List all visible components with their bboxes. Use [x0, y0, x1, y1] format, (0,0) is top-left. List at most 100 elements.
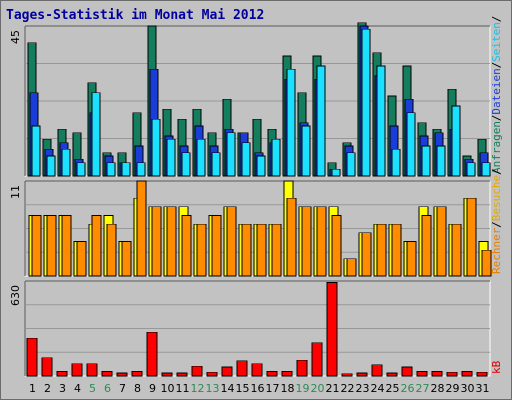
bar-kb-day-31	[476, 371, 488, 377]
bar-seiten-day-9	[151, 119, 161, 177]
bar-kb-day-19	[296, 359, 308, 377]
x-tick-label-day-5: 5	[89, 382, 96, 395]
bar-kb-day-17	[266, 371, 278, 377]
bar-kb-day-6	[101, 371, 113, 377]
x-tick-label-day-1: 1	[29, 382, 36, 395]
bar-rechner-day-1	[31, 215, 42, 277]
bar-kb-day-20	[311, 342, 323, 377]
bar-kb-day-29	[446, 371, 458, 377]
bar-seiten-day-31	[481, 162, 491, 177]
bar-rechner-day-19	[301, 206, 312, 277]
x-tick-label-day-28: 28	[431, 382, 445, 395]
x-tick-label-day-31: 31	[476, 382, 490, 395]
x-tick-label-day-25: 25	[386, 382, 400, 395]
bar-kb-day-8	[131, 371, 143, 377]
legend-label-kb: kB	[490, 360, 503, 374]
bar-seiten-day-19	[301, 125, 311, 177]
x-tick-label-day-15: 15	[236, 382, 250, 395]
bar-rechner-day-21	[331, 215, 342, 277]
legend-separator: /	[490, 221, 503, 228]
legend-separator: /	[490, 16, 503, 23]
bar-rechner-day-25	[391, 223, 402, 277]
bar-seiten-day-1	[31, 125, 41, 177]
bar-seiten-day-18	[286, 69, 296, 177]
bar-seiten-day-21	[331, 169, 341, 177]
bar-rechner-day-15	[241, 223, 252, 277]
bar-kb-day-7	[116, 372, 128, 377]
chart-title: Tages-Statistik im Monat Mai 2012	[6, 8, 264, 23]
bar-rechner-day-12	[196, 223, 207, 277]
bar-seiten-day-6	[106, 162, 116, 177]
bar-seiten-day-15	[241, 142, 251, 177]
bar-rechner-day-2	[46, 215, 57, 277]
x-tick-label-day-27: 27	[416, 382, 430, 395]
bar-seiten-day-17	[271, 139, 281, 177]
x-tick-label-day-26: 26	[401, 382, 415, 395]
bar-kb-day-14	[221, 366, 233, 377]
legend-label-seiten: Seiten	[490, 22, 503, 62]
bar-rechner-day-26	[406, 241, 417, 277]
bar-seiten-day-27	[421, 145, 431, 177]
bar-seiten-day-30	[466, 162, 476, 177]
bar-seiten-day-4	[76, 162, 86, 177]
bar-rechner-day-31	[481, 249, 492, 277]
x-tick-label-day-17: 17	[266, 382, 280, 395]
legend-label-dateien: Dateien	[490, 68, 503, 114]
bar-seiten-day-24	[376, 65, 386, 177]
bar-kb-day-5	[86, 363, 98, 377]
bar-rechner-day-10	[166, 206, 177, 277]
bar-rechner-day-6	[106, 223, 117, 277]
bar-kb-day-9	[146, 331, 158, 377]
x-tick-label-day-10: 10	[161, 382, 175, 395]
bar-kb-day-11	[176, 372, 188, 377]
bar-seiten-day-28	[436, 145, 446, 177]
bar-kb-day-3	[56, 371, 68, 377]
legend-top: Anfragen/Dateien/Seiten/	[490, 16, 503, 174]
bar-rechner-day-29	[451, 223, 462, 277]
x-tick-label-day-14: 14	[221, 382, 235, 395]
x-tick-label-day-6: 6	[104, 382, 111, 395]
bar-rechner-day-17	[271, 223, 282, 277]
bar-rechner-day-13	[211, 215, 222, 277]
bar-kb-day-2	[41, 357, 53, 377]
bar-rechner-day-11	[181, 215, 192, 277]
bar-seiten-day-2	[46, 155, 56, 177]
bar-seiten-day-14	[226, 132, 236, 177]
bar-rechner-day-3	[61, 215, 72, 277]
bar-rechner-day-22	[346, 258, 357, 277]
bar-kb-day-1	[26, 338, 38, 377]
bar-rechner-day-4	[76, 241, 87, 277]
x-tick-label-day-13: 13	[206, 382, 220, 395]
bar-kb-day-16	[251, 363, 263, 377]
bar-rechner-day-20	[316, 206, 327, 277]
legend-middle: Rechner/Besuche/	[490, 168, 503, 274]
x-tick-label-day-4: 4	[74, 382, 81, 395]
bar-seiten-day-8	[136, 162, 146, 177]
legend-separator: /	[490, 62, 503, 69]
x-tick-label-day-7: 7	[119, 382, 126, 395]
x-tick-label-day-23: 23	[356, 382, 370, 395]
bar-kb-day-30	[461, 371, 473, 377]
x-tick-label-day-9: 9	[149, 382, 156, 395]
bar-kb-day-28	[431, 371, 443, 377]
bar-seiten-day-7	[121, 162, 131, 177]
y-max-label-top: 45	[9, 30, 22, 44]
x-tick-label-day-30: 30	[461, 382, 475, 395]
x-tick-label-day-8: 8	[134, 382, 141, 395]
bar-seiten-day-12	[196, 139, 206, 177]
x-tick-label-day-18: 18	[281, 382, 295, 395]
bar-rechner-day-23	[361, 232, 372, 277]
x-tick-label-day-21: 21	[326, 382, 340, 395]
bar-rechner-day-8	[136, 180, 147, 277]
x-tick-label-day-24: 24	[371, 382, 385, 395]
x-tick-label-day-29: 29	[446, 382, 460, 395]
bar-kb-day-10	[161, 372, 173, 377]
bar-seiten-day-26	[406, 112, 416, 177]
bar-seiten-day-16	[256, 155, 266, 177]
bar-kb-day-21	[326, 282, 338, 377]
legend-separator: /	[490, 168, 503, 175]
bar-rechner-day-30	[466, 197, 477, 277]
bar-kb-day-18	[281, 371, 293, 377]
bar-kb-day-13	[206, 371, 218, 377]
